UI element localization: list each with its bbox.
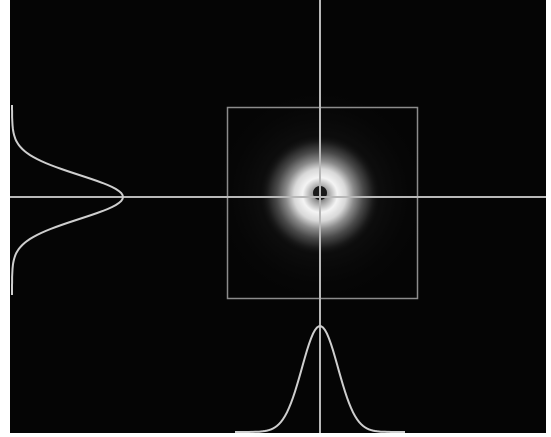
vertical-profile-curve <box>11 105 125 295</box>
horizontal-profile-curve <box>235 325 405 433</box>
roi-box <box>226 106 419 300</box>
